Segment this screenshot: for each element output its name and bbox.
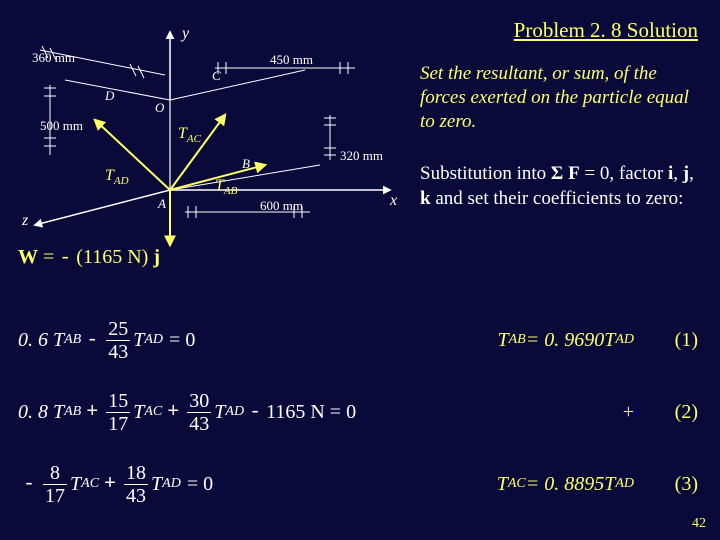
label-O: O bbox=[155, 100, 165, 115]
label-B: B bbox=[242, 156, 250, 171]
dim-360: 360 mm bbox=[32, 50, 75, 65]
equations-block: 0. 6 TAB - 2543 TAD = 0 TAB = 0. 9690 TA… bbox=[0, 310, 720, 526]
weight-val: (1165 N) bbox=[76, 246, 148, 268]
dim-450: 450 mm bbox=[270, 52, 313, 67]
weight-W: W bbox=[18, 246, 38, 268]
eq3-left: - 817 TAC + 1843 TAD = 0 bbox=[18, 454, 213, 514]
problem-title: Problem 2. 8 Solution bbox=[514, 18, 698, 43]
eq3-result: TAC = 0. 8895 TAD bbox=[497, 454, 634, 514]
body-prefix: Substitution into bbox=[420, 163, 551, 184]
force-diagram: y x z bbox=[10, 20, 410, 250]
axis-z-label: z bbox=[21, 212, 29, 229]
label-TAD: TAD bbox=[105, 167, 129, 187]
dim-500: 500 mm bbox=[40, 118, 83, 133]
label-TAB: TAB bbox=[215, 177, 238, 197]
axis-x-label: x bbox=[389, 192, 397, 209]
eq2-left: 0. 8 TAB + 1517 TAC + 3043 TAD - 1165 N … bbox=[18, 382, 356, 442]
dim-320: 320 mm bbox=[340, 148, 383, 163]
slide-root: Problem 2. 8 Solution Set the resultant,… bbox=[0, 0, 720, 540]
eq3-number: (3) bbox=[675, 454, 698, 514]
c2: , bbox=[689, 163, 694, 184]
vec-k: k bbox=[420, 188, 431, 209]
equation-1: 0. 6 TAB - 2543 TAD = 0 TAB = 0. 9690 TA… bbox=[0, 310, 720, 370]
body-suffix: and set their coefficients to zero: bbox=[431, 188, 684, 209]
c1: , bbox=[673, 163, 683, 184]
equation-2: 0. 8 TAB + 1517 TAC + 3043 TAD - 1165 N … bbox=[0, 382, 720, 442]
label-D: D bbox=[104, 88, 115, 103]
label-TAC: TAC bbox=[178, 125, 202, 145]
label-A: A bbox=[157, 196, 166, 211]
equation-3: - 817 TAC + 1843 TAD = 0 TAC = 0. 8895 T… bbox=[0, 454, 720, 514]
page-number: 42 bbox=[692, 516, 706, 532]
axis-y-label: y bbox=[180, 25, 190, 42]
body-text: Substitution into Σ F = 0, factor i, j, … bbox=[420, 162, 700, 211]
eq1-result: TAB = 0. 9690 TAD bbox=[497, 310, 634, 370]
body-mid: = 0, factor bbox=[580, 163, 668, 184]
weight-j: j bbox=[153, 246, 160, 268]
sigma-f: Σ F bbox=[551, 163, 580, 184]
label-C: C bbox=[212, 68, 221, 83]
eq2-result: + bbox=[623, 382, 634, 442]
weight-equation: W = - (1165 N) j bbox=[18, 246, 160, 270]
eq1-number: (1) bbox=[675, 310, 698, 370]
intro-text: Set the resultant, or sum, of the forces… bbox=[420, 62, 700, 133]
eq2-number: (2) bbox=[675, 382, 698, 442]
eq1-left: 0. 6 TAB - 2543 TAD = 0 bbox=[18, 310, 195, 370]
dim-600: 600 mm bbox=[260, 198, 303, 213]
